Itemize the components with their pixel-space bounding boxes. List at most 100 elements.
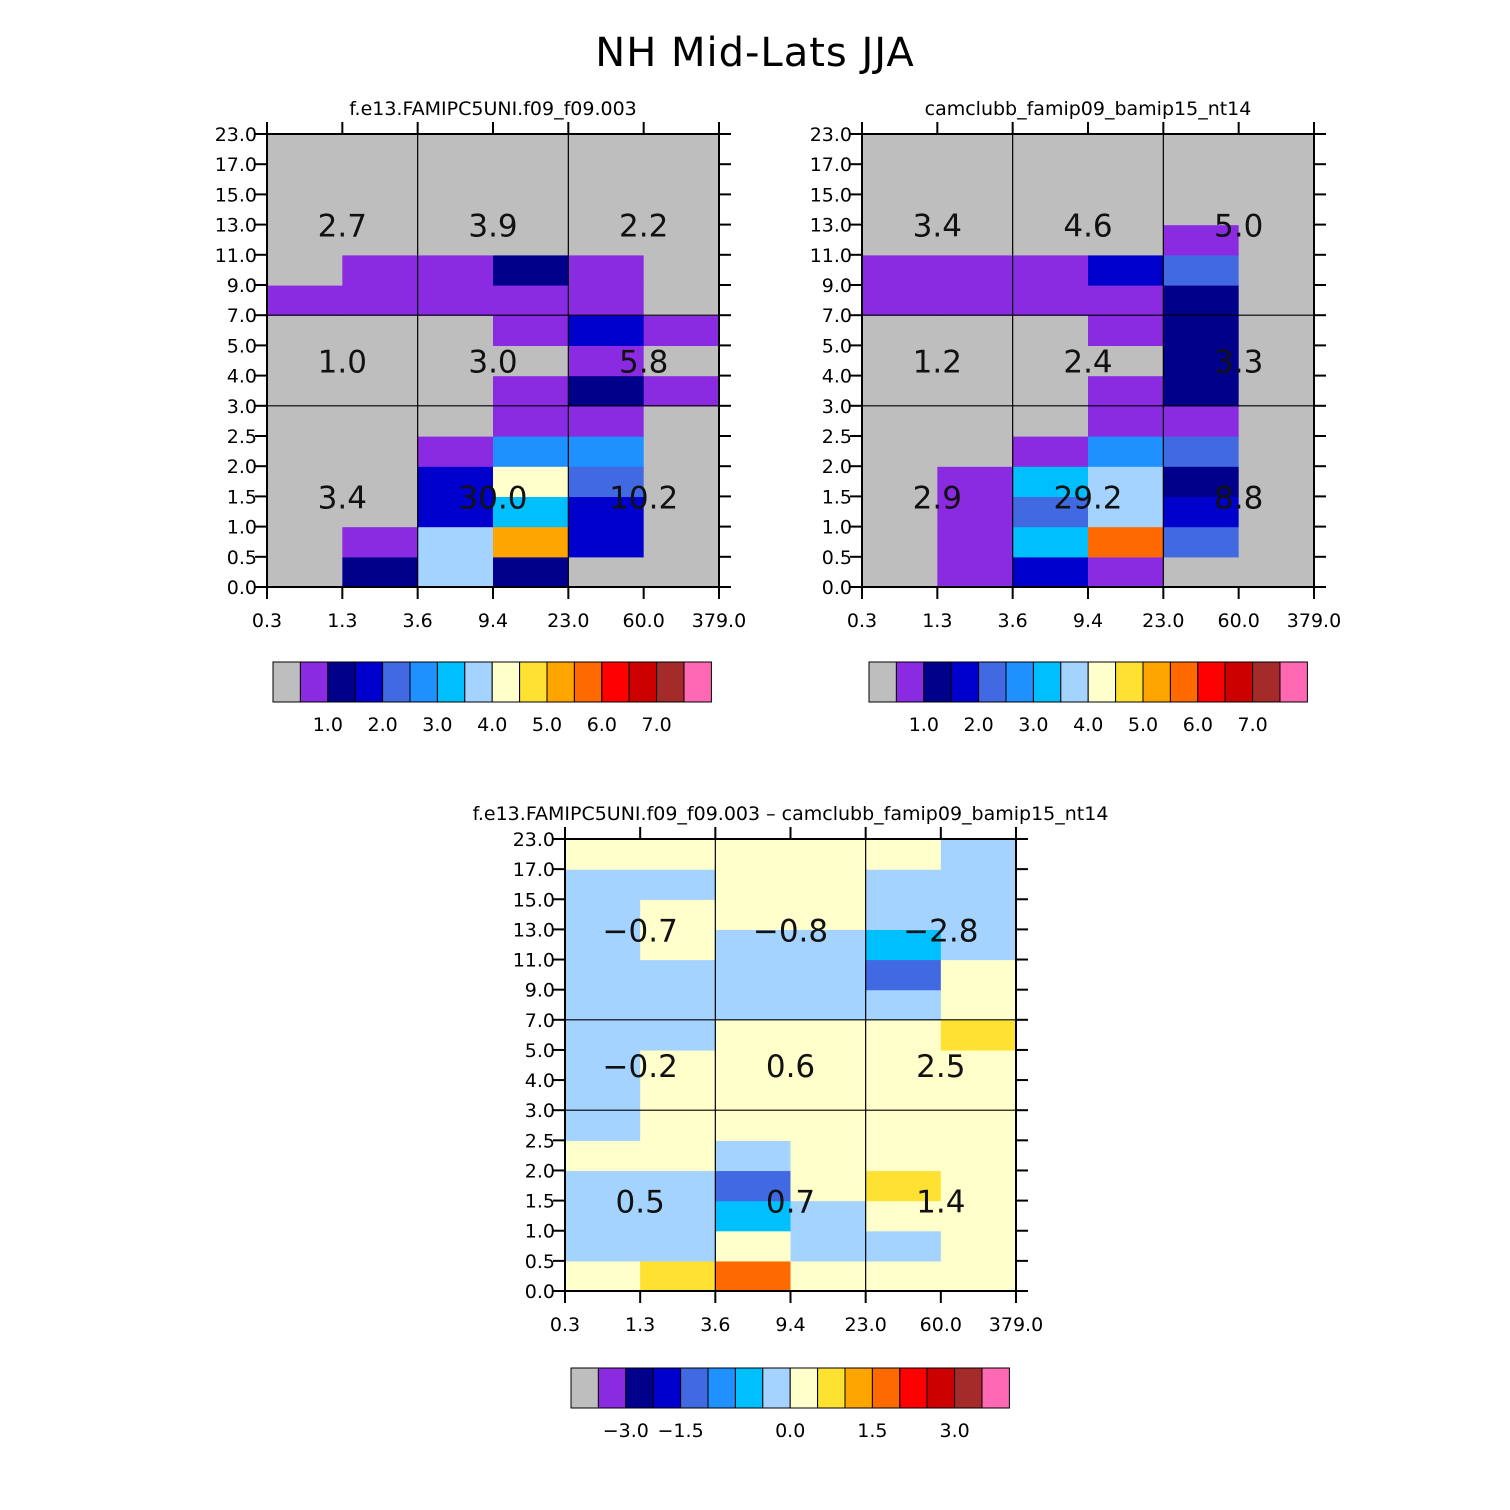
region-value-label: 8.8 xyxy=(1214,480,1263,516)
y-tick-label: 0.0 xyxy=(525,1281,555,1303)
heatmap-cell xyxy=(417,466,494,497)
heatmap-cell xyxy=(1163,405,1240,437)
y-tick-label: 0.0 xyxy=(822,577,852,599)
region-value-label: 2.9 xyxy=(913,480,962,516)
heatmap-cell xyxy=(715,869,792,900)
heatmap-cell xyxy=(1238,254,1315,286)
heatmap-cell xyxy=(790,1049,867,1081)
colorbar-swatch xyxy=(1115,661,1144,703)
x-tick-label: 60.0 xyxy=(1218,610,1260,632)
heatmap-cell xyxy=(342,285,419,316)
heatmap-cell xyxy=(643,285,720,316)
heatmap-cell xyxy=(1012,526,1089,558)
heatmap-cell xyxy=(715,839,792,870)
heatmap-cell xyxy=(493,556,569,588)
heatmap-cell xyxy=(417,164,494,195)
heatmap-cell xyxy=(565,1049,641,1081)
colorbar-swatch xyxy=(354,661,384,703)
heatmap-cell xyxy=(715,1110,792,1141)
heatmap-cell xyxy=(568,254,645,286)
heatmap-cell xyxy=(865,899,942,930)
colorbar-swatch xyxy=(899,1367,928,1409)
heatmap-cell xyxy=(568,405,645,437)
colorbar-swatch xyxy=(409,661,438,703)
y-tick-label: 1.5 xyxy=(227,486,257,508)
colorbar-swatch xyxy=(1087,661,1117,703)
region-value-label: −0.7 xyxy=(603,913,678,949)
colorbar-swatch xyxy=(1032,661,1062,703)
heatmap-cell xyxy=(1238,436,1315,467)
heatmap-cell xyxy=(267,194,343,226)
y-tick-label: 5.0 xyxy=(227,335,257,357)
colorbar-swatch xyxy=(954,1367,983,1409)
region-value-label: 30.0 xyxy=(458,480,527,516)
heatmap-cell xyxy=(937,254,1014,286)
heatmap-cell xyxy=(1012,285,1089,316)
y-tick-label: 1.0 xyxy=(525,1221,555,1243)
colorbar-swatch xyxy=(573,661,603,703)
heatmap-cell xyxy=(267,134,343,165)
y-tick-label: 1.0 xyxy=(227,517,257,539)
heatmap-cell xyxy=(565,1140,641,1172)
heatmap-cell xyxy=(493,375,569,407)
heatmap-cell xyxy=(1088,466,1164,497)
heatmap-cell xyxy=(1012,315,1089,346)
y-tick-label: 9.0 xyxy=(525,980,555,1002)
heatmap-cell xyxy=(937,496,1014,528)
heatmap-cell xyxy=(940,1260,1017,1292)
heatmap-cell xyxy=(1238,526,1315,558)
heatmap-cell xyxy=(643,526,720,558)
heatmap-cell xyxy=(940,1230,1017,1262)
heatmap-cell xyxy=(1163,345,1240,377)
colorbar-label: 2.0 xyxy=(367,714,397,736)
heatmap-cell xyxy=(565,929,641,961)
colorbar-swatch xyxy=(895,661,925,703)
colorbar-swatch xyxy=(601,661,630,703)
x-tick-label: 9.4 xyxy=(1073,610,1103,632)
y-tick-label: 2.5 xyxy=(822,426,852,448)
region-value-label: 3.9 xyxy=(468,209,517,245)
heatmap-cell xyxy=(862,194,938,226)
heatmap-cell xyxy=(1238,315,1315,346)
y-tick-label: 0.0 xyxy=(227,577,257,599)
x-tick-label: 60.0 xyxy=(623,610,665,632)
colorbar-swatch xyxy=(519,661,548,703)
panel-title: f.e13.FAMIPC5UNI.f09_f09.003 xyxy=(349,98,637,120)
y-tick-label: 7.0 xyxy=(227,305,257,327)
colorbar-label: 1.0 xyxy=(909,714,939,736)
heatmap-cell xyxy=(640,959,716,991)
colorbar-swatch xyxy=(926,1367,956,1409)
heatmap-cell xyxy=(1238,496,1315,528)
colorbar: 1.0 2.0 3.0 4.0 5.0 6.0 7.0 xyxy=(868,661,1308,736)
heatmap-cell xyxy=(342,315,419,346)
heatmap-cell xyxy=(267,466,343,497)
y-tick-label: 3.0 xyxy=(822,396,852,418)
colorbar-label: −3.0 xyxy=(603,1420,649,1442)
heatmap-cell xyxy=(937,224,1014,256)
heatmap-cell xyxy=(1088,134,1164,165)
heatmap-cell xyxy=(790,1170,867,1202)
heatmap-cell xyxy=(493,345,569,377)
colorbar-swatch xyxy=(299,661,329,703)
heatmap-cell xyxy=(342,375,419,407)
heatmap-cell xyxy=(865,1049,942,1081)
heatmap-cell xyxy=(342,436,419,467)
y-tick-label: 3.0 xyxy=(525,1100,555,1122)
heatmap-cell xyxy=(862,466,938,497)
heatmap-cell xyxy=(493,436,569,467)
heatmap-cell xyxy=(715,989,792,1021)
heatmap-cell xyxy=(790,1200,867,1232)
y-tick-label: 15.0 xyxy=(215,184,257,206)
y-tick-label: 2.0 xyxy=(227,456,257,478)
y-tick-label: 23.0 xyxy=(513,829,555,851)
heatmap-cell xyxy=(493,526,569,558)
colorbar-label: 4.0 xyxy=(1073,714,1103,736)
heatmap-cell xyxy=(862,224,938,256)
heatmap-cell xyxy=(1088,436,1164,467)
y-tick-label: 23.0 xyxy=(215,124,257,146)
region-value-label: 10.2 xyxy=(609,480,678,516)
heatmap-cell xyxy=(267,254,343,286)
heatmap-cell xyxy=(1088,345,1164,377)
colorbar-swatch xyxy=(382,661,411,703)
heatmap-cell xyxy=(1163,526,1240,558)
